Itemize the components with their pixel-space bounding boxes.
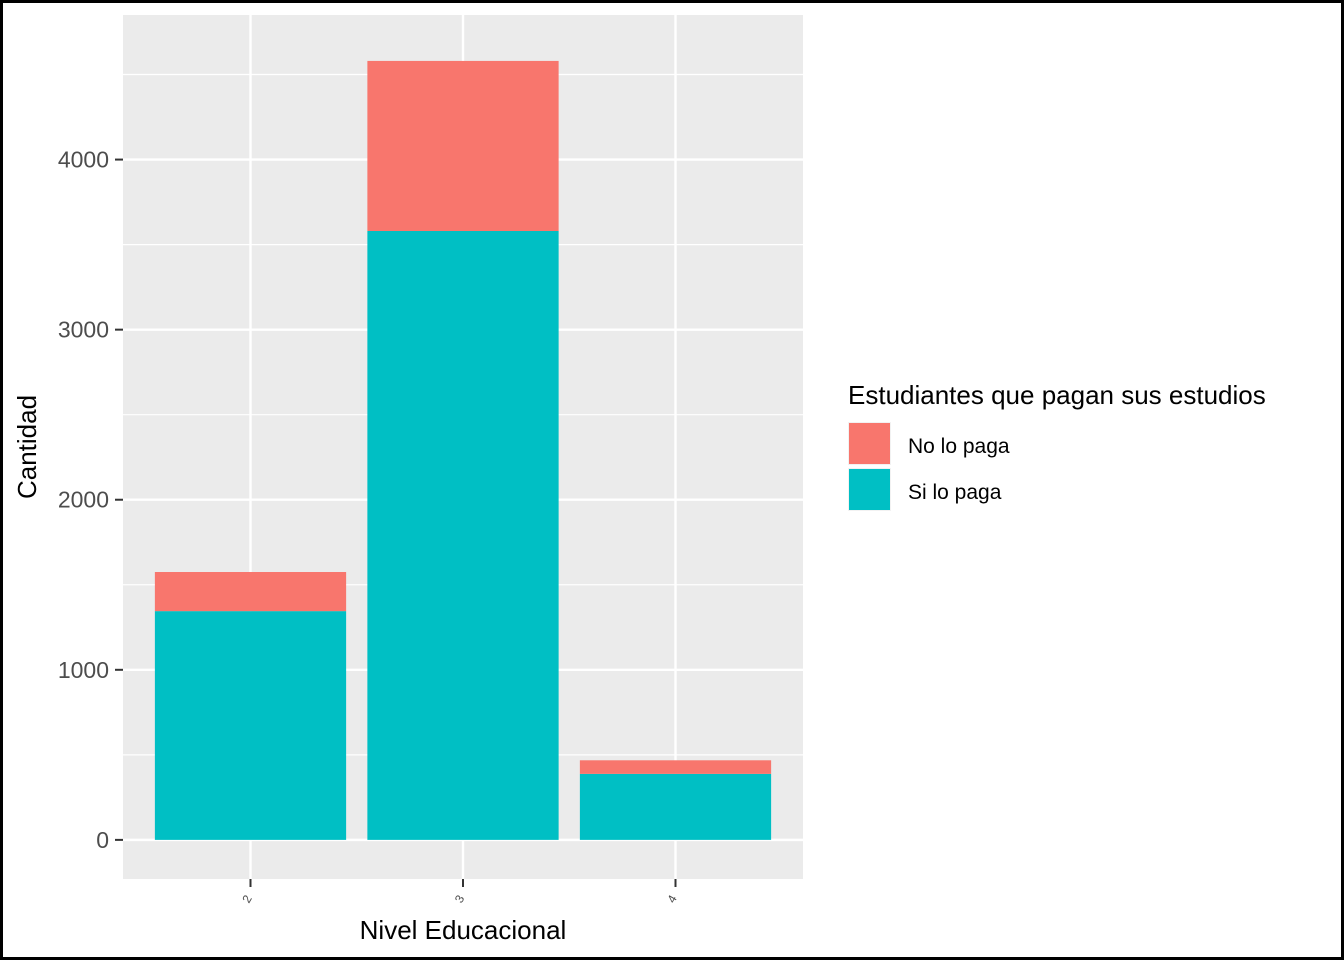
x-tick-label: 2: [239, 892, 255, 905]
legend: Estudiantes que pagan sus estudios No lo…: [848, 380, 1266, 511]
bar-segment: [154, 611, 347, 840]
bar-segment: [579, 760, 772, 774]
y-tick-label: 3000: [58, 317, 109, 343]
legend-entries: No lo paga Si lo paga: [848, 422, 1010, 511]
x-tick-label: 4: [664, 892, 680, 905]
bar-segment: [154, 572, 347, 612]
legend-entry-label: Si lo paga: [908, 481, 1002, 504]
bar-segment: [367, 60, 559, 231]
bar-segment: [579, 773, 772, 840]
y-axis: 0 1000 2000 3000 4000: [58, 147, 123, 853]
legend-entry-label: No lo paga: [908, 435, 1010, 458]
legend-key-swatch: [849, 469, 890, 510]
x-tick-label: 3: [452, 892, 468, 905]
x-axis-title: Nivel Educacional: [360, 915, 567, 945]
bar-segment: [367, 231, 559, 840]
bars: [154, 60, 772, 840]
legend-title: Estudiantes que pagan sus estudios: [848, 380, 1266, 410]
legend-key-swatch: [849, 423, 890, 464]
y-tick-label: 0: [96, 827, 109, 853]
y-tick-label: 4000: [58, 147, 109, 173]
y-tick-label: 1000: [58, 657, 109, 683]
x-axis: 2 3 4: [239, 879, 680, 905]
y-axis-title: Cantidad: [12, 395, 42, 499]
y-tick-label: 2000: [58, 487, 109, 513]
